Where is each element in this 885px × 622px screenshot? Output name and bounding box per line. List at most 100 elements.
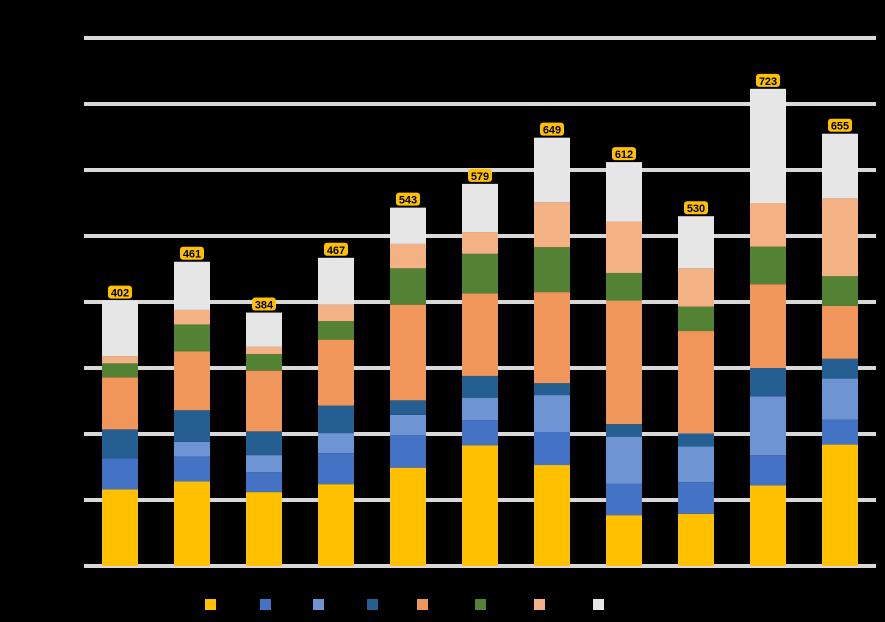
bar-segment — [318, 304, 354, 322]
svg-text:530: 530 — [687, 203, 705, 215]
bar-segment — [750, 88, 786, 203]
bar-segment — [678, 433, 714, 447]
bar-segment — [462, 420, 498, 446]
data-label: 655 — [828, 118, 852, 133]
bar-segment — [822, 133, 858, 199]
bar-segment — [750, 284, 786, 368]
bar-segment — [174, 441, 210, 457]
bar-segment — [246, 354, 282, 371]
bar-segment — [102, 458, 138, 490]
svg-text:612: 612 — [615, 149, 633, 161]
svg-text:461: 461 — [183, 249, 201, 261]
bar-segment — [462, 232, 498, 254]
bar-segment — [678, 482, 714, 514]
legend-item — [367, 596, 381, 612]
data-label-background — [828, 118, 852, 132]
bar-stacks — [102, 88, 858, 566]
bar-segment — [606, 424, 642, 437]
bar-stack — [318, 257, 354, 566]
bar-segment — [822, 378, 858, 420]
bar-segment — [822, 276, 858, 306]
bar-segment — [102, 489, 138, 566]
bar-stack — [750, 88, 786, 566]
bar-segment — [390, 467, 426, 566]
bar-segment — [390, 243, 426, 269]
bar-segment — [390, 207, 426, 244]
bar-segment — [174, 261, 210, 310]
bar-segment — [102, 363, 138, 378]
bar-segment — [462, 253, 498, 294]
data-label-background — [324, 242, 348, 256]
bar-segment — [102, 356, 138, 364]
legend-swatch — [534, 598, 545, 610]
bar-segment — [606, 221, 642, 273]
bar-segment — [678, 513, 714, 566]
bar-segment — [822, 198, 858, 277]
bar-segment — [462, 397, 498, 421]
bar-segment — [750, 455, 786, 486]
data-labels: 402 461 384 467 543 579 649 612 530 723 655 — [108, 73, 852, 312]
bar-segment — [390, 304, 426, 401]
bar-segment — [606, 272, 642, 301]
legend-swatch — [205, 598, 216, 610]
data-label: 467 — [324, 242, 348, 257]
bar-segment — [246, 472, 282, 493]
bar-stack — [174, 261, 210, 566]
bar-segment — [246, 492, 282, 566]
data-label-background — [540, 122, 564, 136]
bar-segment — [318, 339, 354, 406]
legend-item — [417, 596, 431, 612]
legend-item — [475, 596, 489, 612]
bar-segment — [678, 331, 714, 434]
data-label: 530 — [684, 201, 708, 215]
data-label-background — [252, 297, 276, 311]
legend-swatch — [367, 598, 378, 610]
svg-text:655: 655 — [831, 121, 849, 133]
bar-segment — [534, 432, 570, 466]
bar-segment — [750, 485, 786, 566]
bar-segment — [534, 202, 570, 248]
bar-stack — [246, 312, 282, 566]
bar-segment — [534, 465, 570, 566]
bar-segment — [246, 431, 282, 456]
data-label-background — [108, 285, 132, 299]
bar-segment — [174, 456, 210, 482]
bar-segment — [318, 321, 354, 340]
legend-swatch — [417, 598, 428, 610]
svg-text:543: 543 — [399, 195, 417, 207]
bar-segment — [462, 375, 498, 398]
bar-segment — [102, 300, 138, 357]
bar-stack — [822, 133, 858, 566]
data-label: 649 — [540, 122, 564, 137]
bar-segment — [822, 358, 858, 379]
svg-text:402: 402 — [111, 288, 129, 300]
data-label-background — [756, 73, 780, 87]
bar-segment — [390, 400, 426, 415]
bar-segment — [462, 293, 498, 376]
bar-segment — [246, 370, 282, 432]
bar-stack — [534, 137, 570, 566]
bar-segment — [174, 324, 210, 352]
bar-segment — [534, 292, 570, 384]
data-label: 461 — [180, 246, 204, 261]
bar-segment — [750, 396, 786, 456]
data-label: 384 — [252, 297, 276, 312]
bar-stack — [102, 300, 138, 566]
svg-text:649: 649 — [543, 125, 561, 137]
bar-segment — [678, 216, 714, 269]
bar-segment — [246, 455, 282, 473]
bar-segment — [390, 434, 426, 468]
bar-segment — [102, 377, 138, 430]
bar-segment — [534, 137, 570, 203]
bar-segment — [678, 268, 714, 307]
bar-segment — [534, 247, 570, 293]
bar-segment — [246, 312, 282, 347]
legend-item — [313, 596, 327, 612]
legend-swatch — [475, 598, 486, 610]
bar-segment — [750, 203, 786, 247]
data-label: 579 — [468, 168, 492, 183]
bar-segment — [606, 483, 642, 516]
svg-text:467: 467 — [327, 245, 345, 257]
